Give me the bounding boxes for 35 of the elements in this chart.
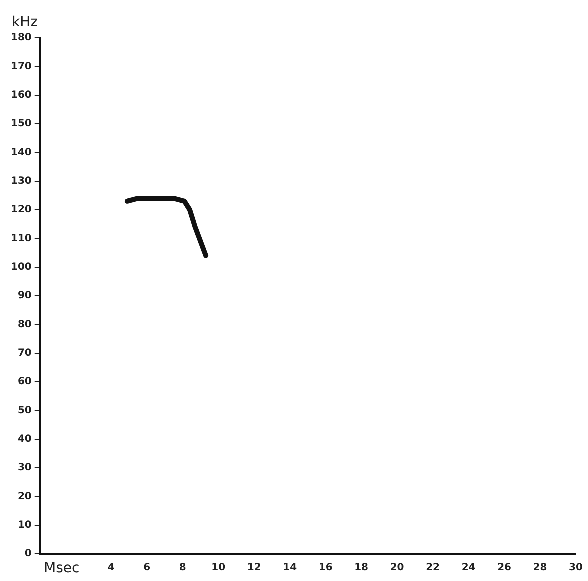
y-tick-label: 50 — [18, 405, 32, 416]
y-axis-title: kHz — [12, 14, 38, 31]
y-tick-label: 90 — [18, 290, 32, 302]
y-tick-label: 180 — [11, 32, 32, 44]
y-tick-label: 120 — [11, 204, 32, 216]
x-tick-label: 12 — [247, 562, 262, 574]
x-tick-label: 22 — [426, 562, 440, 574]
y-tick-label: 150 — [11, 118, 32, 130]
x-tick-label: 30 — [569, 562, 583, 574]
y-tick-label: 40 — [18, 434, 32, 445]
x-tick-label: 24 — [462, 562, 476, 574]
x-tick-label: 4 — [108, 562, 115, 574]
y-tick-label: 110 — [11, 233, 32, 244]
x-tick-label: 14 — [283, 562, 298, 574]
y-tick-label: 20 — [18, 491, 32, 502]
y-tick-label: 70 — [18, 348, 32, 359]
y-tick-label: 80 — [18, 319, 32, 330]
y-tick-label: 100 — [11, 262, 32, 273]
x-tick-label: 28 — [533, 562, 548, 574]
y-tick-label: 10 — [18, 520, 32, 531]
x-tick-label: 10 — [212, 562, 226, 574]
x-tick-label: 6 — [144, 562, 151, 574]
x-tick-label: 16 — [318, 562, 333, 574]
y-tick-label: 140 — [11, 147, 32, 158]
y-tick-label: 160 — [11, 90, 32, 101]
y-tick-label: 170 — [11, 61, 32, 72]
y-tick-label: 30 — [18, 462, 32, 474]
x-tick-label: 20 — [390, 562, 404, 574]
y-tick-label: 130 — [11, 176, 32, 187]
x-tick-label: 8 — [179, 562, 186, 574]
x-axis-title: Msec — [44, 560, 80, 577]
y-tick-label: 60 — [18, 376, 32, 388]
y-tick-label: 0 — [24, 548, 32, 560]
x-tick-label: 26 — [498, 562, 512, 574]
x-tick-label: 18 — [354, 562, 369, 574]
